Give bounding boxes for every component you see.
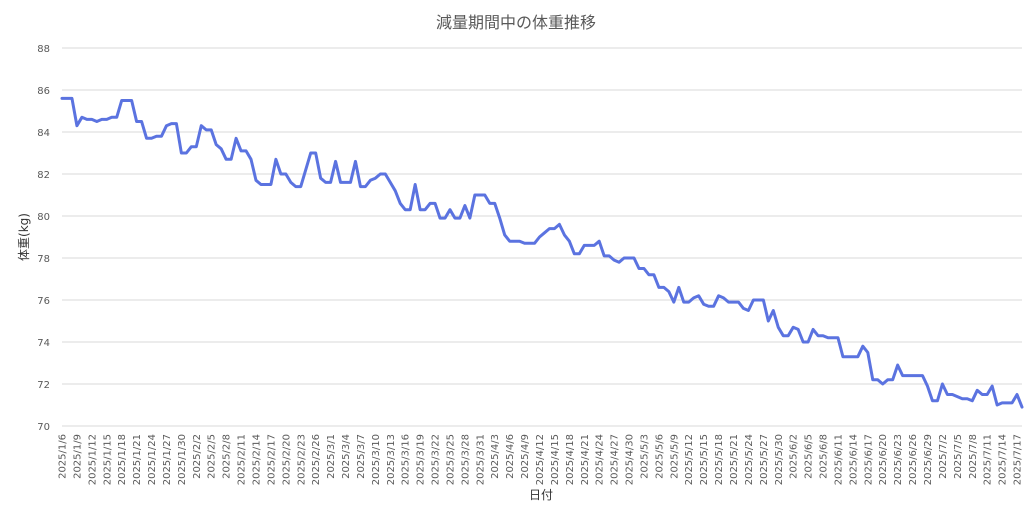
x-tick-label: 2025/2/14 [251, 434, 262, 485]
x-tick-label: 2025/2/23 [296, 434, 307, 485]
x-tick-label: 2025/6/2 [789, 434, 800, 479]
x-tick-label: 2025/3/4 [341, 434, 352, 479]
x-tick-label: 2025/3/1 [326, 434, 337, 479]
x-tick-label: 2025/1/9 [72, 434, 83, 479]
y-tick-label: 78 [37, 254, 50, 265]
x-tick-label: 2025/3/25 [445, 434, 456, 485]
x-tick-label: 2025/2/8 [222, 434, 233, 479]
x-tick-label: 2025/7/14 [998, 434, 1009, 485]
x-tick-label: 2025/1/18 [117, 434, 128, 485]
y-tick-label: 74 [37, 338, 50, 349]
x-tick-label: 2025/2/20 [281, 434, 292, 485]
x-axis-ticks: 2025/1/6 2025/1/9 2025/1/12 2025/1/15 2025/1… [58, 434, 1024, 485]
x-tick-label: 2025/6/5 [804, 434, 815, 479]
x-tick-label: 2025/7/11 [983, 434, 994, 485]
x-tick-label: 2025/3/28 [460, 434, 471, 485]
x-tick-label: 2025/2/2 [192, 434, 203, 479]
x-tick-label: 2025/6/29 [923, 434, 934, 485]
x-tick-label: 2025/7/8 [968, 434, 979, 479]
x-axis-label: 日付 [529, 488, 553, 502]
x-tick-label: 2025/5/6 [654, 434, 665, 479]
x-tick-label: 2025/6/8 [819, 434, 830, 479]
x-tick-label: 2025/7/2 [938, 434, 949, 479]
x-tick-label: 2025/3/16 [401, 434, 412, 485]
x-tick-label: 2025/1/15 [102, 434, 113, 485]
x-tick-label: 2025/4/24 [595, 434, 606, 485]
y-tick-label: 70 [37, 422, 50, 433]
x-tick-label: 2025/2/11 [237, 434, 248, 485]
x-tick-label: 2025/5/21 [729, 434, 740, 485]
x-tick-label: 2025/6/20 [878, 434, 889, 485]
series-layer [60, 96, 1024, 409]
x-tick-label: 2025/3/13 [386, 434, 397, 485]
x-tick-label: 2025/5/9 [669, 434, 680, 479]
x-tick-label: 2025/4/9 [520, 434, 531, 479]
y-tick-label: 76 [37, 296, 50, 307]
x-tick-label: 2025/7/5 [953, 434, 964, 479]
x-tick-label: 2025/6/23 [893, 434, 904, 485]
y-tick-label: 84 [37, 128, 50, 139]
chart-title: 減量期間中の体重推移 [436, 13, 596, 32]
x-tick-label: 2025/5/27 [759, 434, 770, 485]
x-tick-label: 2025/3/7 [356, 434, 367, 479]
y-tick-label: 86 [37, 86, 50, 97]
x-tick-label: 2025/4/12 [535, 434, 546, 485]
x-tick-label: 2025/5/30 [774, 434, 785, 485]
x-tick-label: 2025/4/21 [580, 434, 591, 485]
x-tick-label: 2025/2/17 [266, 434, 277, 485]
weight-series-line [60, 96, 1024, 409]
x-tick-label: 2025/6/26 [908, 434, 919, 485]
x-tick-label: 2025/4/27 [610, 434, 621, 485]
x-tick-label: 2025/1/27 [162, 434, 173, 485]
y-tick-label: 80 [37, 212, 50, 223]
x-tick-label: 2025/1/12 [87, 434, 98, 485]
x-tick-label: 2025/5/24 [744, 434, 755, 485]
x-tick-label: 2025/3/31 [475, 434, 486, 485]
y-axis-label: 体重(kg) [17, 213, 31, 261]
x-tick-label: 2025/7/17 [1013, 434, 1024, 485]
x-tick-label: 2025/1/21 [132, 434, 143, 485]
x-tick-label: 2025/2/5 [207, 434, 218, 479]
x-tick-label: 2025/6/11 [833, 434, 844, 485]
x-tick-label: 2025/4/3 [490, 434, 501, 479]
x-tick-label: 2025/3/22 [431, 434, 442, 485]
x-tick-label: 2025/1/30 [177, 434, 188, 485]
x-tick-label: 2025/6/17 [863, 434, 874, 485]
x-tick-label: 2025/4/30 [625, 434, 636, 485]
x-tick-label: 2025/3/19 [416, 434, 427, 485]
y-tick-label: 88 [37, 44, 50, 55]
y-tick-label: 72 [37, 380, 50, 391]
x-tick-label: 2025/5/12 [684, 434, 695, 485]
x-tick-label: 2025/2/26 [311, 434, 322, 485]
x-tick-label: 2025/1/6 [58, 434, 69, 479]
x-tick-label: 2025/5/3 [639, 434, 650, 479]
y-axis-ticks: 70 72 74 76 78 80 82 84 86 88 [37, 44, 50, 433]
x-tick-label: 2025/4/6 [505, 434, 516, 479]
x-tick-label: 2025/4/15 [550, 434, 561, 485]
x-tick-label: 2025/4/18 [565, 434, 576, 485]
x-tick-label: 2025/1/24 [147, 434, 158, 485]
y-tick-label: 82 [37, 170, 50, 181]
x-tick-label: 2025/5/15 [699, 434, 710, 485]
x-tick-label: 2025/5/18 [714, 434, 725, 485]
x-tick-label: 2025/6/14 [848, 434, 859, 485]
gridlines [62, 47, 1022, 427]
x-tick-label: 2025/3/10 [371, 434, 382, 485]
